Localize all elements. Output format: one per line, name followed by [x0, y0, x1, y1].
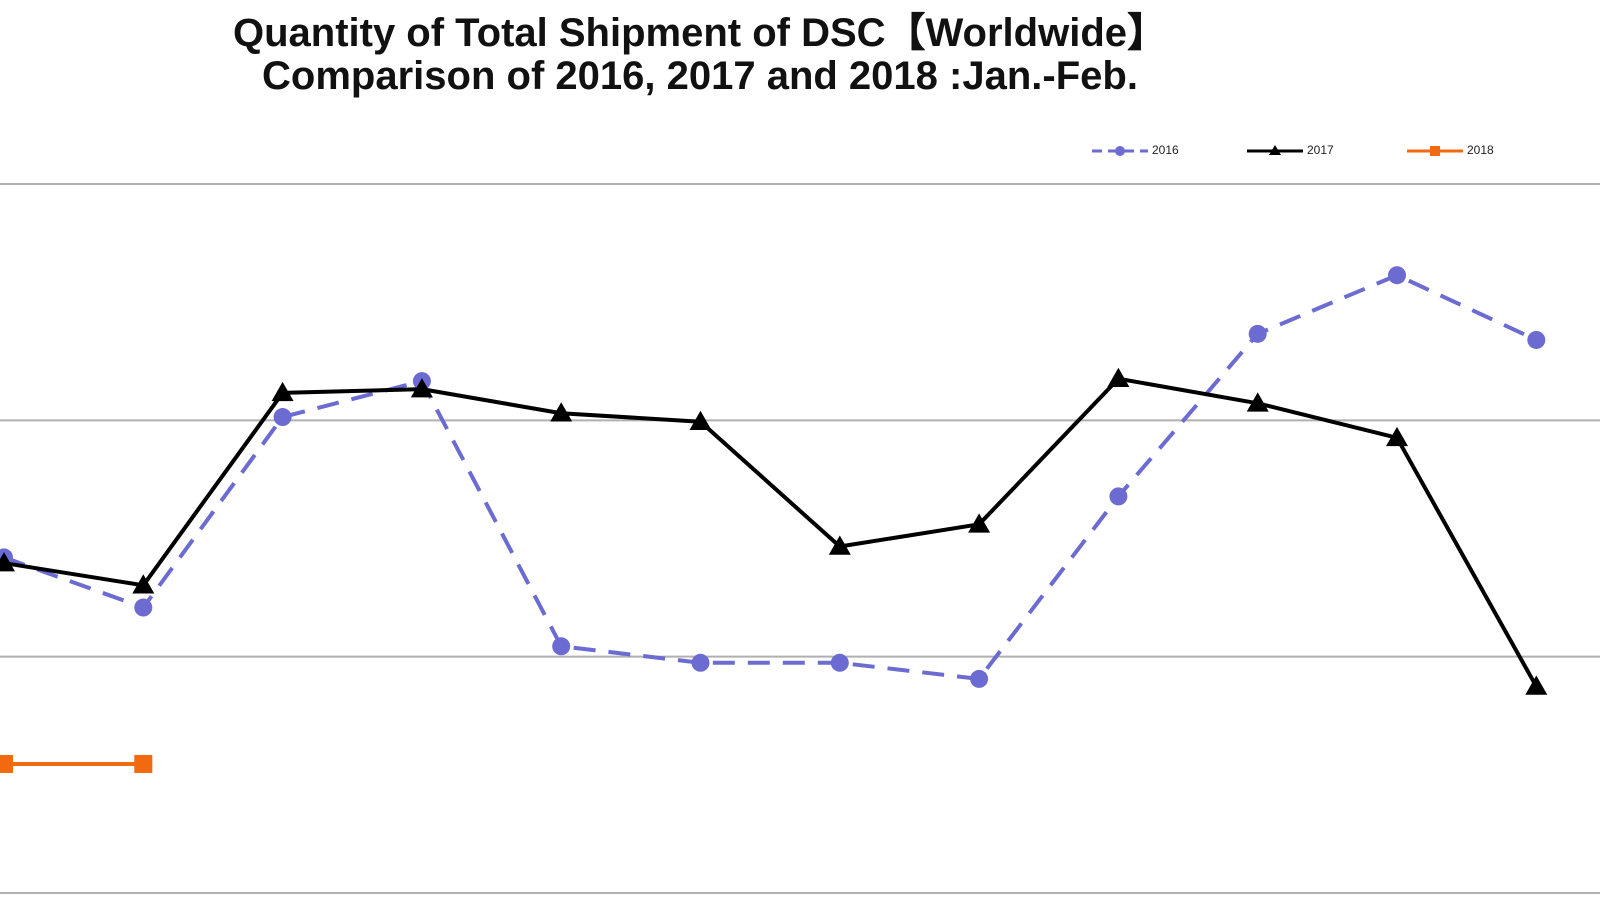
point-2017-7 [828, 535, 851, 555]
gridlines [0, 183, 1600, 894]
legend-swatch-2018 [1407, 146, 1463, 156]
point-2017-8 [968, 513, 991, 533]
legend-label-2017: 2017 [1307, 143, 1334, 157]
series-2018 [0, 754, 153, 773]
legend-label-2018: 2018 [1467, 143, 1494, 157]
point-2016-9 [1109, 487, 1128, 506]
point-2018-2 [134, 754, 153, 773]
point-2016-7 [830, 653, 849, 672]
chart-subtitle: Comparison of 2016, 2017 and 2018 :Jan.-… [262, 54, 1138, 98]
point-2017-9 [1107, 367, 1130, 387]
point-2016-8 [970, 669, 989, 688]
series-line-2017 [3, 376, 1539, 688]
point-2016-5 [552, 637, 571, 656]
point-2017-6 [689, 410, 712, 431]
series-line-2016 [3, 273, 1538, 681]
legend-swatch-2017 [1247, 145, 1303, 155]
series-2017 [0, 367, 1548, 695]
point-2017-2 [132, 574, 155, 594]
legend-swatch-2016 [1092, 146, 1148, 156]
point-2017-1 [0, 552, 15, 572]
point-2016-10 [1248, 324, 1267, 343]
chart-title: Quantity of Total Shipment of DSC【Worldw… [232, 11, 1168, 55]
point-2017-3 [271, 381, 294, 402]
point-2017-4 [410, 378, 433, 398]
point-2016-2 [134, 598, 153, 617]
point-2016-12 [1527, 330, 1546, 349]
series-2016 [0, 266, 1546, 688]
point-2018-1 [0, 754, 13, 773]
series-layer [0, 266, 1548, 773]
point-2017-12 [1525, 675, 1548, 695]
point-2017-5 [550, 402, 573, 422]
point-2016-11 [1388, 266, 1406, 285]
point-2016-3 [273, 408, 292, 427]
legend-label-2016: 2016 [1152, 143, 1179, 157]
point-2017-11 [1386, 426, 1408, 447]
point-2017-10 [1246, 392, 1269, 412]
point-2016-6 [691, 653, 710, 672]
